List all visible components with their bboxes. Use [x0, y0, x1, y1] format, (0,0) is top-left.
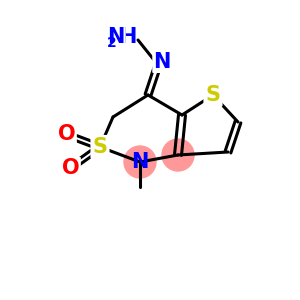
- Circle shape: [162, 139, 194, 171]
- Text: H: H: [119, 27, 137, 47]
- Text: S: S: [206, 85, 220, 105]
- Text: O: O: [58, 124, 76, 144]
- Text: N: N: [131, 152, 149, 172]
- Text: S: S: [92, 137, 107, 157]
- Text: O: O: [62, 158, 80, 178]
- Text: N: N: [153, 52, 171, 72]
- Circle shape: [124, 146, 156, 178]
- Text: 2: 2: [107, 36, 117, 50]
- Text: N: N: [107, 27, 125, 47]
